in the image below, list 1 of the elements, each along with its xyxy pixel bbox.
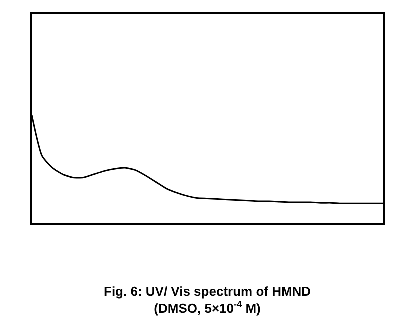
text: Fig. 6: UV/ Vis spectrum of HMND (DMSO, 5×10$^{-4}$ M) — [104, 284, 312, 316]
